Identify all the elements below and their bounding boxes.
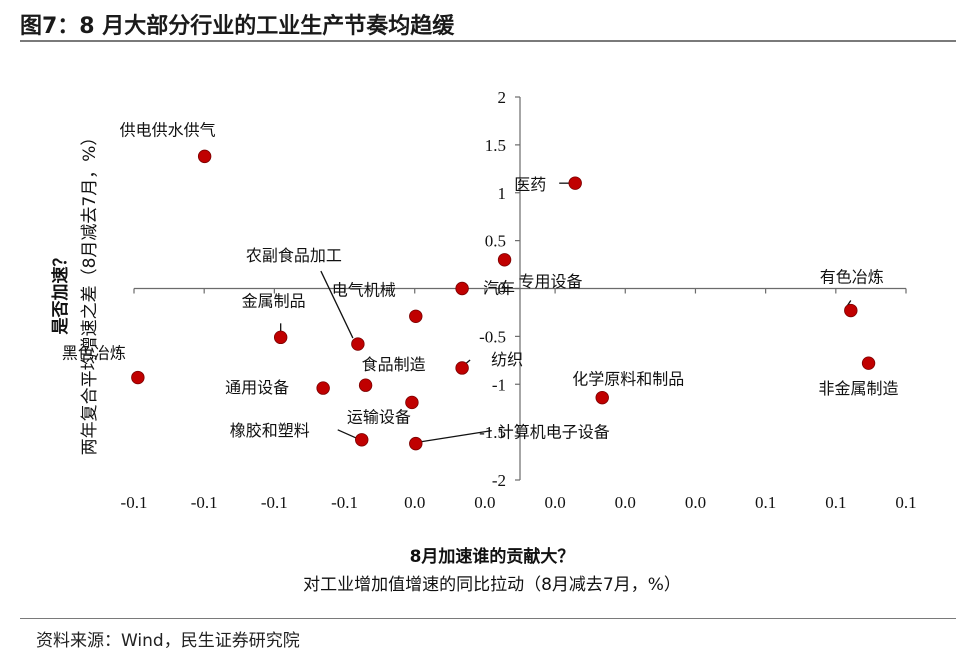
data-point — [409, 309, 423, 323]
y-tick-label: 0 — [498, 280, 507, 299]
x-tick-label: 0.0 — [404, 493, 425, 512]
y-axis-subtitle: 两年复合平均增速之差（8月减去7月，%） — [80, 129, 100, 456]
x-tick-label: 0.0 — [544, 493, 565, 512]
x-ticks: -0.1 -0.1 -0.1 -0.1 0.0 0.0 0.0 0.0 0.0 0.1 0.1 0.1 — [121, 288, 917, 512]
y-tick-label: -1 — [492, 375, 506, 394]
data-point — [355, 433, 369, 447]
data-point — [861, 356, 876, 370]
point-label: 运输设备 — [347, 407, 411, 426]
leader-line — [337, 429, 357, 439]
data-point — [595, 390, 609, 405]
leader-line — [320, 270, 354, 339]
data-point — [197, 149, 212, 164]
point-label: 医药 — [514, 175, 546, 194]
source-note: 资料来源：Wind，民生证券研究院 — [36, 631, 300, 651]
title-divider — [20, 40, 956, 42]
point-label: 农副食品加工 — [246, 246, 342, 265]
point-label: 橡胶和塑料 — [230, 421, 310, 440]
leader-line — [421, 429, 492, 443]
x-axis-subtitle: 对工业增加值增速的同比拉动（8月减去7月，%） — [303, 575, 681, 595]
data-point — [455, 281, 469, 296]
data-point — [358, 378, 373, 392]
x-tick-label: 0.0 — [615, 493, 636, 512]
data-point — [568, 176, 582, 190]
point-label: 供电供水供气 — [120, 120, 216, 139]
data-point — [273, 330, 288, 345]
point-label: 纺织 — [491, 350, 523, 369]
data-point — [131, 370, 145, 385]
data-point — [409, 436, 423, 451]
point-label: 计算机电子设备 — [498, 423, 610, 442]
point-label: 专用设备 — [519, 272, 583, 291]
data-point — [455, 361, 469, 375]
y-axis-title: 是否加速？ — [50, 250, 71, 335]
x-tick-label: -0.1 — [261, 493, 288, 512]
data-point — [844, 303, 858, 318]
x-tick-label: -0.1 — [191, 493, 218, 512]
data-point — [497, 253, 512, 267]
x-tick-label: -0.1 — [331, 493, 358, 512]
point-label: 非金属制造 — [819, 379, 899, 398]
y-tick-label: -0.5 — [479, 327, 506, 346]
point-label: 黑色冶炼 — [62, 344, 126, 363]
y-tick-label: 0.5 — [485, 232, 506, 251]
leader-lines — [280, 182, 852, 443]
footer-divider — [20, 618, 956, 619]
y-tick-label: -2 — [492, 471, 506, 490]
y-tick-label: -1.5 — [479, 423, 506, 442]
y-ticks: -2 -1.5 -1 -0.5 0 0.5 1 1.5 2 — [479, 88, 520, 490]
point-label: 金属制品 — [242, 291, 306, 310]
x-tick-label: -0.1 — [121, 493, 148, 512]
y-tick-label: 1.5 — [485, 136, 506, 155]
point-label: 通用设备 — [225, 378, 289, 397]
point-label: 食品制造 — [362, 355, 426, 374]
data-point — [316, 381, 330, 395]
point-label: 汽车 — [483, 279, 515, 298]
point-label: 有色冶炼 — [820, 268, 884, 287]
x-tick-label: 0.0 — [474, 493, 495, 512]
x-tick-label: 0.1 — [895, 493, 916, 512]
point-label: 电气机械 — [332, 280, 396, 299]
data-points — [131, 149, 876, 451]
data-point — [351, 337, 365, 351]
y-tick-label: 1 — [498, 184, 507, 203]
y-tick-label: 2 — [498, 88, 507, 107]
x-axis-title: 8月加速谁的贡献大？ — [410, 546, 575, 567]
x-tick-label: 0.0 — [685, 493, 706, 512]
x-tick-label: 0.1 — [755, 493, 776, 512]
data-point — [405, 395, 419, 410]
point-label: 化学原料和制品 — [572, 370, 684, 389]
x-tick-label: 0.1 — [825, 493, 846, 512]
chart-title: 图7：8 月大部分行业的工业生产节奏均趋缓 — [20, 14, 455, 39]
